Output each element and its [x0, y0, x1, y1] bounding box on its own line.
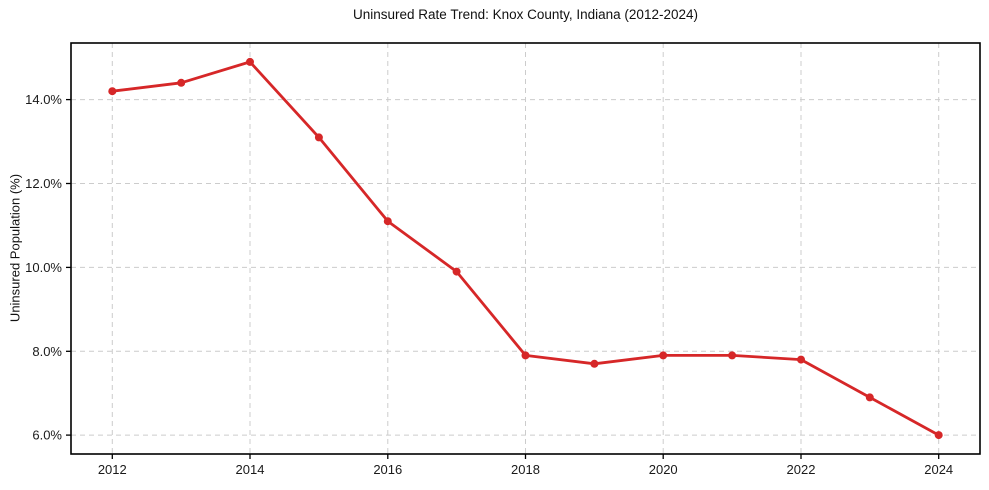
data-point — [521, 351, 530, 360]
y-tick-label: 10.0% — [25, 260, 62, 275]
data-point — [246, 57, 254, 66]
data-point — [452, 267, 461, 276]
data-point — [108, 87, 117, 96]
x-tick-label: 2014 — [236, 462, 265, 477]
x-tick-label: 2020 — [649, 462, 678, 477]
data-point — [383, 217, 392, 226]
data-point — [177, 78, 186, 87]
x-tick-label: 2012 — [98, 462, 127, 477]
data-point — [797, 355, 805, 364]
x-tick-label: 2024 — [924, 462, 953, 477]
data-point — [590, 359, 599, 368]
chart-title: Uninsured Rate Trend: Knox County, India… — [353, 7, 698, 22]
y-tick-label: 8.0% — [32, 344, 62, 359]
data-point — [659, 351, 668, 360]
data-point — [728, 351, 737, 360]
data-point — [865, 393, 874, 402]
data-point — [934, 431, 943, 440]
x-tick-label: 2018 — [511, 462, 540, 477]
x-tick-label: 2022 — [787, 462, 816, 477]
x-tick-label: 2016 — [373, 462, 402, 477]
plot-border — [70, 42, 981, 455]
y-tick-label: 14.0% — [25, 92, 62, 107]
y-tick-label: 6.0% — [32, 428, 62, 443]
data-point — [314, 133, 323, 142]
y-tick-label: 12.0% — [25, 176, 62, 191]
